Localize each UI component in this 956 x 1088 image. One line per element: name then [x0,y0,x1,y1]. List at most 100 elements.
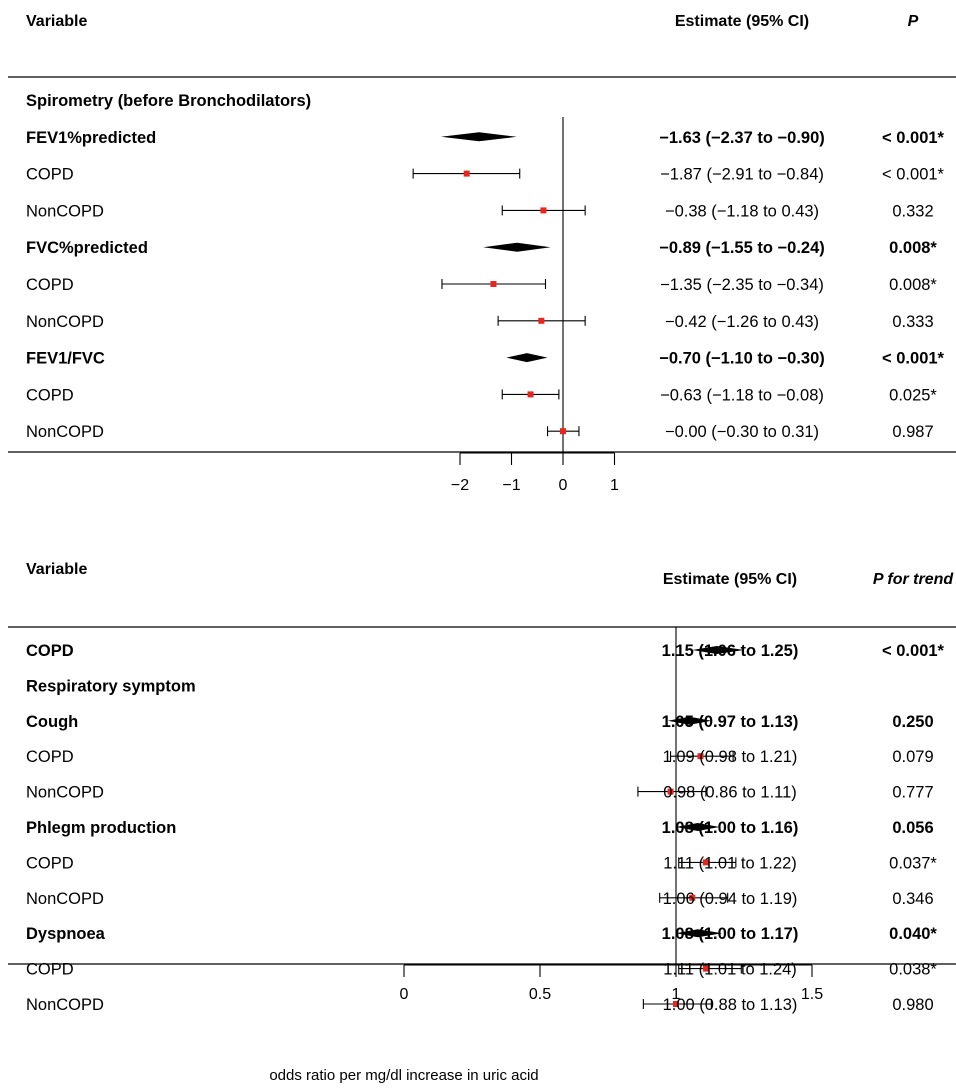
table-row: NonCOPD 1.00 (0.88 to 1.13) 0.980 [26,996,934,1014]
section-row: Respiratory symptom [26,677,196,695]
row-label: COPD [26,386,74,404]
row-label: FEV1/FVC [26,350,105,368]
point-estimate [667,788,674,795]
estimate-text: −0.42 (−1.26 to 0.43) [665,313,819,331]
row-label: COPD [26,276,74,294]
row-label: FVC%predicted [26,239,148,257]
row-label: NonCOPD [26,313,104,331]
row-label: COPD [26,961,74,979]
pooled-diamond [692,646,744,654]
p-value: 0.038* [889,961,937,979]
table-row: COPD 1.11 (1.01 to 1.24) 0.038* [26,961,937,979]
row-label: COPD [26,748,74,766]
estimate-text: −0.00 (−0.30 to 0.31) [665,423,819,441]
p-value: 0.008* [889,239,937,257]
p-value: 0.777 [892,784,933,802]
table-row: FEV1%predicted −1.63 (−2.37 to −0.90) < 0.… [26,129,945,147]
estimate-text: 1.08 (1.00 to 1.17) [662,925,799,943]
row-label: NonCOPD [26,202,104,220]
x-tick-label: 1 [672,986,681,1003]
p-value: < 0.001* [882,129,945,147]
estimate-text: 1.08 (1.00 to 1.16) [662,819,799,837]
point-estimate [560,428,566,435]
pooled-diamond [506,353,548,363]
p-value: 0.056 [892,819,933,837]
point-estimate [463,170,470,177]
header-p: P [908,13,919,30]
p-value: 0.008* [889,276,937,294]
table-row: COPD 1.15 (1.06 to 1.25) < 0.001* [26,642,945,660]
estimate-text: −1.87 (−2.91 to −0.84) [660,166,824,184]
row-label: NonCOPD [26,996,104,1014]
table-row: COPD −1.87 (−2.91 to −0.84) < 0.001* [26,166,945,184]
x-tick-label: 1.5 [801,986,823,1003]
row-label: COPD [26,642,74,660]
estimate-text: 1.15 (1.06 to 1.25) [662,642,799,660]
estimate-text: −0.70 (−1.10 to −0.30) [659,350,825,368]
pooled-diamond [676,929,723,938]
estimate-text: 1.11 (1.01 to 1.24) [663,961,797,979]
header-variable: Variable [26,13,87,30]
table-row: NonCOPD 0.98 (0.86 to 1.11) 0.777 [26,784,934,802]
p-value: 0.037* [889,854,937,872]
p-value: 0.079 [892,748,933,766]
row-label: FEV1%predicted [26,129,156,147]
x-tick-label: 0 [400,986,409,1003]
p-value: 0.987 [892,423,933,441]
estimate-text: 1.11 (1.01 to 1.22) [663,854,797,872]
p-value: 0.040* [889,925,937,943]
section-row: Spirometry (before Bronchodilators) [26,92,311,110]
p-value: < 0.001* [882,350,945,368]
header-p: P for trend [873,571,955,588]
row-label: NonCOPD [26,423,104,441]
p-value: 0.332 [892,202,933,220]
estimate-text: 1.00 (0.88 to 1.13) [663,996,798,1014]
row-label: NonCOPD [26,890,104,908]
table-row: COPD −1.35 (−2.35 to −0.34) 0.008* [26,276,937,294]
p-value: < 0.001* [882,166,945,184]
pooled-diamond [676,823,720,831]
point-estimate [673,1001,679,1007]
p-value: 0.346 [892,890,933,908]
forest-plot-2: Variable Estimate (95% CI) P for trend COPD… [8,561,956,1084]
estimate-text: 0.98 (0.86 to 1.11) [663,784,797,802]
header-variable: Variable [26,561,87,578]
table-row: NonCOPD −0.42 (−1.26 to 0.43) 0.333 [26,313,934,331]
p-value: 0.025* [889,386,937,404]
p-value: < 0.001* [882,642,945,660]
table-row: Cough 1.05 (0.97 to 1.13) 0.250 [26,713,934,731]
row-label: Spirometry (before Bronchodilators) [26,92,311,110]
x-tick-label: 1 [610,477,619,494]
point-estimate [689,894,696,901]
pooled-diamond [667,716,712,725]
x-tick-label: −1 [502,477,520,494]
p-value: 0.333 [892,313,933,331]
forest-plot-1: Variable Estimate (95% CI) P Spirometry (be… [8,13,956,494]
row-label: Respiratory symptom [26,677,196,695]
estimate-text: −1.63 (−2.37 to −0.90) [659,129,825,147]
table-row: COPD 1.11 (1.01 to 1.22) 0.037* [26,854,937,872]
p-value: 0.250 [892,713,933,731]
estimate-text: 1.05 (0.97 to 1.13) [662,713,799,731]
x-tick-label: 0 [559,477,568,494]
row-label: COPD [26,166,74,184]
point-estimate [527,391,534,398]
table-row: FVC%predicted −0.89 (−1.55 to −0.24) 0.008… [26,239,937,257]
row-label: Cough [26,713,78,731]
x-tick-label: 0.5 [529,986,551,1003]
pooled-diamond [483,242,551,252]
point-estimate [540,207,547,214]
table-row: COPD −0.63 (−1.18 to −0.08) 0.025* [26,386,937,404]
row-label: NonCOPD [26,784,104,802]
estimate-text: 1.09 (0.98 to 1.21) [663,748,798,766]
estimate-text: −0.89 (−1.55 to −0.24) [659,239,825,257]
point-estimate [697,753,704,760]
row-label: Dyspnoea [26,925,106,943]
estimate-text: −0.63 (−1.18 to −0.08) [660,386,824,404]
table-row: NonCOPD −0.38 (−1.18 to 0.43) 0.332 [26,202,934,220]
table-row: NonCOPD 1.06 (0.94 to 1.19) 0.346 [26,890,934,908]
header-estimate: Estimate (95% CI) [663,571,797,588]
estimate-text: −1.35 (−2.35 to −0.34) [660,276,824,294]
point-estimate [702,859,709,866]
